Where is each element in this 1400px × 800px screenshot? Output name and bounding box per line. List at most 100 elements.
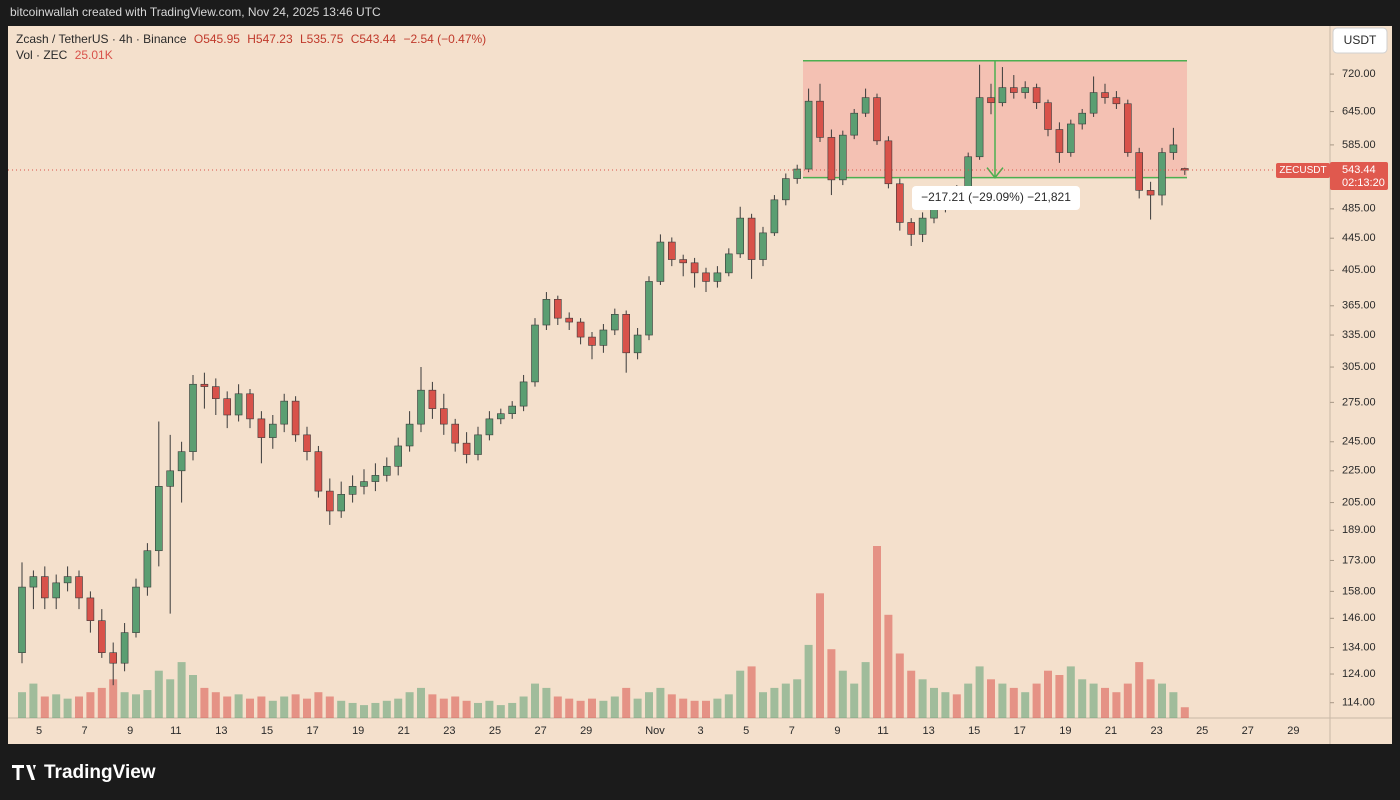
volume-bar [519, 696, 528, 718]
candle-body [360, 481, 368, 487]
x-tick-label: 15 [968, 725, 980, 737]
volume-bar [52, 694, 61, 718]
candle-body [1089, 92, 1098, 114]
volume-bar [884, 614, 893, 718]
y-tick-label: 189.00 [1342, 524, 1376, 536]
y-tick-label: 720.00 [1342, 68, 1376, 80]
candle-body [827, 137, 836, 181]
candle-body [918, 217, 927, 235]
candle-body [280, 400, 289, 425]
volume-bar [154, 670, 163, 718]
volume-bar [1055, 675, 1064, 718]
volume-bar [211, 692, 220, 718]
candle-body [1101, 92, 1109, 98]
candle-body [565, 317, 574, 323]
ohlc-high: H547.23 [247, 32, 293, 46]
candle-body [1158, 152, 1166, 196]
candle-body [246, 393, 254, 420]
volume-bar [97, 687, 106, 718]
candle-body [1135, 152, 1143, 191]
candle-body [975, 97, 984, 158]
candle-body [98, 620, 106, 653]
candle-body [873, 97, 881, 142]
volume-bar [827, 649, 836, 718]
candle-body [155, 486, 163, 552]
y-tick-label: 585.00 [1342, 139, 1376, 151]
x-tick-label: 19 [352, 725, 364, 737]
volume-bar [223, 696, 232, 718]
volume-bar [633, 698, 642, 718]
currency-button-label[interactable]: USDT [1344, 33, 1377, 47]
y-tick-label: 305.00 [1342, 361, 1376, 373]
y-tick-label: 173.00 [1342, 554, 1376, 566]
candle-body [804, 100, 813, 170]
candle-body [531, 324, 539, 383]
volume-bar [508, 702, 517, 718]
candle-body [610, 314, 619, 331]
candle-body [679, 259, 688, 264]
candle-body [18, 586, 26, 653]
y-tick-label: 335.00 [1342, 329, 1376, 341]
x-tick-label: 21 [398, 725, 410, 737]
x-tick-label: 13 [215, 725, 227, 737]
volume-bar [759, 692, 767, 718]
candle-body [257, 418, 266, 438]
volume-bar [599, 700, 608, 718]
candle-body [325, 490, 334, 512]
volume-bar [496, 705, 505, 718]
candle-body [736, 217, 745, 255]
candle-body [1044, 102, 1052, 130]
volume-bar [713, 698, 722, 718]
volume-bar [451, 696, 460, 718]
x-tick-label: 27 [1242, 725, 1254, 737]
candle-body [519, 381, 528, 407]
volume-bar [930, 687, 938, 718]
volume-bar [40, 696, 49, 718]
candle-body [86, 597, 95, 621]
volume-bar [1146, 679, 1155, 718]
volume-bar [1044, 670, 1052, 718]
y-tick-label: 245.00 [1342, 436, 1376, 448]
x-tick-label: 19 [1059, 725, 1071, 737]
measure-label: −217.21 (−29.09%) −21,821 [921, 190, 1071, 204]
volume-bar [861, 662, 870, 718]
volume-bar [553, 696, 562, 718]
volume-bar [781, 683, 790, 718]
candle-body [428, 389, 437, 409]
price-tag-countdown: 02:13:20 [1342, 177, 1385, 189]
volume-bar [291, 694, 300, 718]
candle-body [1112, 97, 1121, 105]
y-tick-label: 645.00 [1342, 106, 1376, 118]
volume-bar [656, 687, 665, 718]
measure-arrowhead [986, 167, 1004, 179]
volume-bar [690, 700, 699, 718]
volume-bar [75, 696, 83, 718]
candle-body [189, 383, 197, 452]
volume-bar [462, 700, 471, 718]
candle-body [724, 253, 733, 274]
volume-bar [531, 683, 539, 718]
x-tick-label: 17 [1014, 725, 1026, 737]
legend-line: Zcash / TetherUS · 4h · Binance O545.95 … [16, 32, 486, 46]
volume-bar [1101, 687, 1109, 718]
candle-body [816, 100, 824, 138]
volume-legend: Vol · ZEC 25.01K [16, 48, 113, 62]
candle-body [1067, 123, 1075, 153]
volume-bar [166, 679, 175, 718]
volume-bar [303, 698, 311, 718]
volume-bar [1135, 662, 1144, 718]
volume-label: Vol · ZEC [16, 48, 68, 62]
price-tag-value: 543.44 [1342, 164, 1376, 176]
ohlc-close: C543.44 [351, 32, 397, 46]
logo-mark [12, 765, 36, 780]
volume-bar [952, 694, 961, 718]
y-tick-label: 124.00 [1342, 668, 1376, 680]
currency-button[interactable] [1332, 27, 1388, 54]
volume-bar [200, 687, 209, 718]
candle-body [439, 408, 448, 425]
volume-bar [645, 692, 653, 718]
candle-body [485, 418, 494, 436]
y-tick-label: 114.00 [1342, 697, 1375, 709]
volume-bar [348, 702, 357, 718]
candle-body [337, 494, 346, 512]
